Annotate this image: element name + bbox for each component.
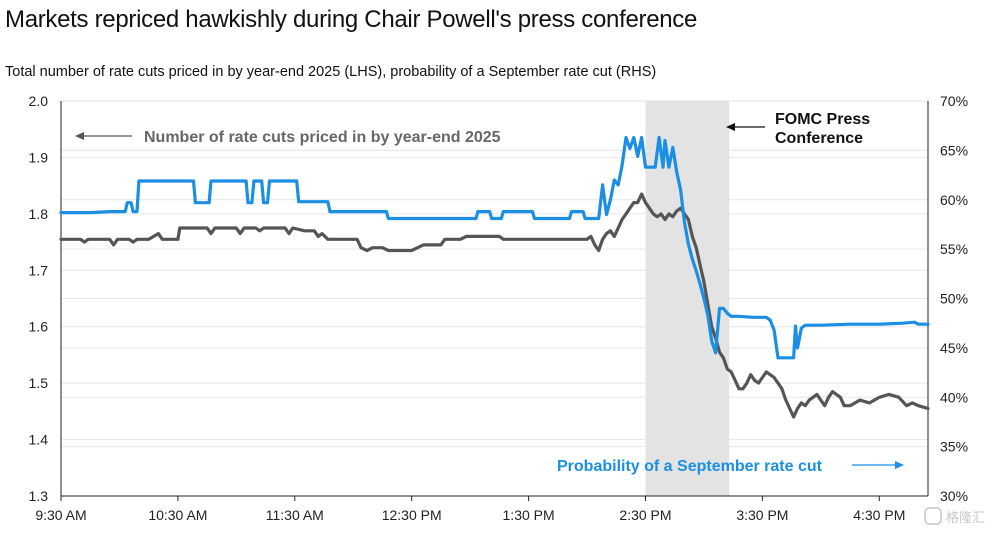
watermark-logo-icon xyxy=(924,507,942,525)
y-right-tick-label: 70% xyxy=(940,93,968,109)
annotation-prob-label: Probability of a September rate cut xyxy=(557,458,823,475)
y-right-tick-label: 45% xyxy=(940,340,968,356)
y-left-tick-label: 1.7 xyxy=(29,262,49,278)
x-tick-label: 9:30 AM xyxy=(35,507,86,523)
chart-title: Markets repriced hawkishly during Chair … xyxy=(5,6,698,33)
y-right-tick-label: 30% xyxy=(940,488,968,504)
arrow-left-fomc-head xyxy=(726,123,735,131)
x-tick-label: 11:30 AM xyxy=(266,507,324,523)
y-right-tick-label: 55% xyxy=(940,241,968,257)
y-left-tick-label: 1.8 xyxy=(29,206,49,222)
y-right-tick-label: 60% xyxy=(940,192,968,208)
y-left-tick-label: 2.0 xyxy=(29,93,49,109)
x-tick-label: 10:30 AM xyxy=(148,507,207,523)
arrow-right-prob-head xyxy=(895,461,904,469)
series-line-cuts xyxy=(59,192,930,419)
y-left-tick-label: 1.9 xyxy=(29,149,49,165)
x-tick-label: 4:30 PM xyxy=(853,507,905,523)
y-left-tick-label: 1.6 xyxy=(29,319,49,335)
y-left-tick-label: 1.4 xyxy=(29,432,49,448)
y-left-tick-label: 1.5 xyxy=(29,375,49,391)
y-left-tick-label: 1.3 xyxy=(29,488,49,504)
x-tick-label: 1:30 PM xyxy=(503,507,555,523)
y-right-tick-label: 35% xyxy=(940,439,968,455)
y-right-tick-label: 65% xyxy=(940,142,968,158)
watermark-text: 格隆汇 xyxy=(946,510,985,525)
chart-subtitle: Total number of rate cuts priced in by y… xyxy=(5,64,657,80)
fomc-press-conference-label: FOMC Press Conference xyxy=(775,111,870,147)
series-line-prob xyxy=(59,135,930,360)
annotation-cuts-label: Number of rate cuts priced in by year-en… xyxy=(144,129,501,146)
x-tick-label: 2:30 PM xyxy=(619,507,671,523)
x-tick-label: 12:30 PM xyxy=(382,507,442,523)
arrow-left-cuts-head xyxy=(75,132,84,140)
y-right-tick-label: 50% xyxy=(940,291,968,307)
watermark: 格隆汇 xyxy=(924,507,985,525)
x-tick-label: 3:30 PM xyxy=(736,507,788,523)
y-right-tick-label: 40% xyxy=(940,389,968,405)
